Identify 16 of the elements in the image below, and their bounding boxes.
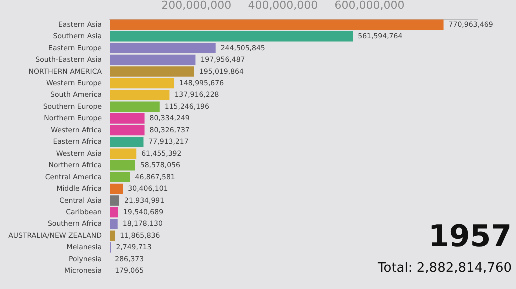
bar <box>110 31 354 42</box>
bar <box>110 230 116 242</box>
bar <box>110 66 194 77</box>
annotation: Total: 2,882,814,760 <box>377 261 512 276</box>
bar <box>110 148 137 160</box>
bar <box>110 207 118 218</box>
bar <box>110 219 118 230</box>
bar <box>110 184 124 194</box>
bar <box>110 102 160 112</box>
x-tick-label: 400,000,000 <box>248 0 318 12</box>
x-tick-label: 200,000,000 <box>162 0 232 12</box>
text: 1957 <box>428 220 512 254</box>
bar <box>110 20 444 30</box>
bar <box>110 196 120 206</box>
x-tick-label: 600,000,000 <box>334 0 405 12</box>
bar <box>110 136 144 148</box>
